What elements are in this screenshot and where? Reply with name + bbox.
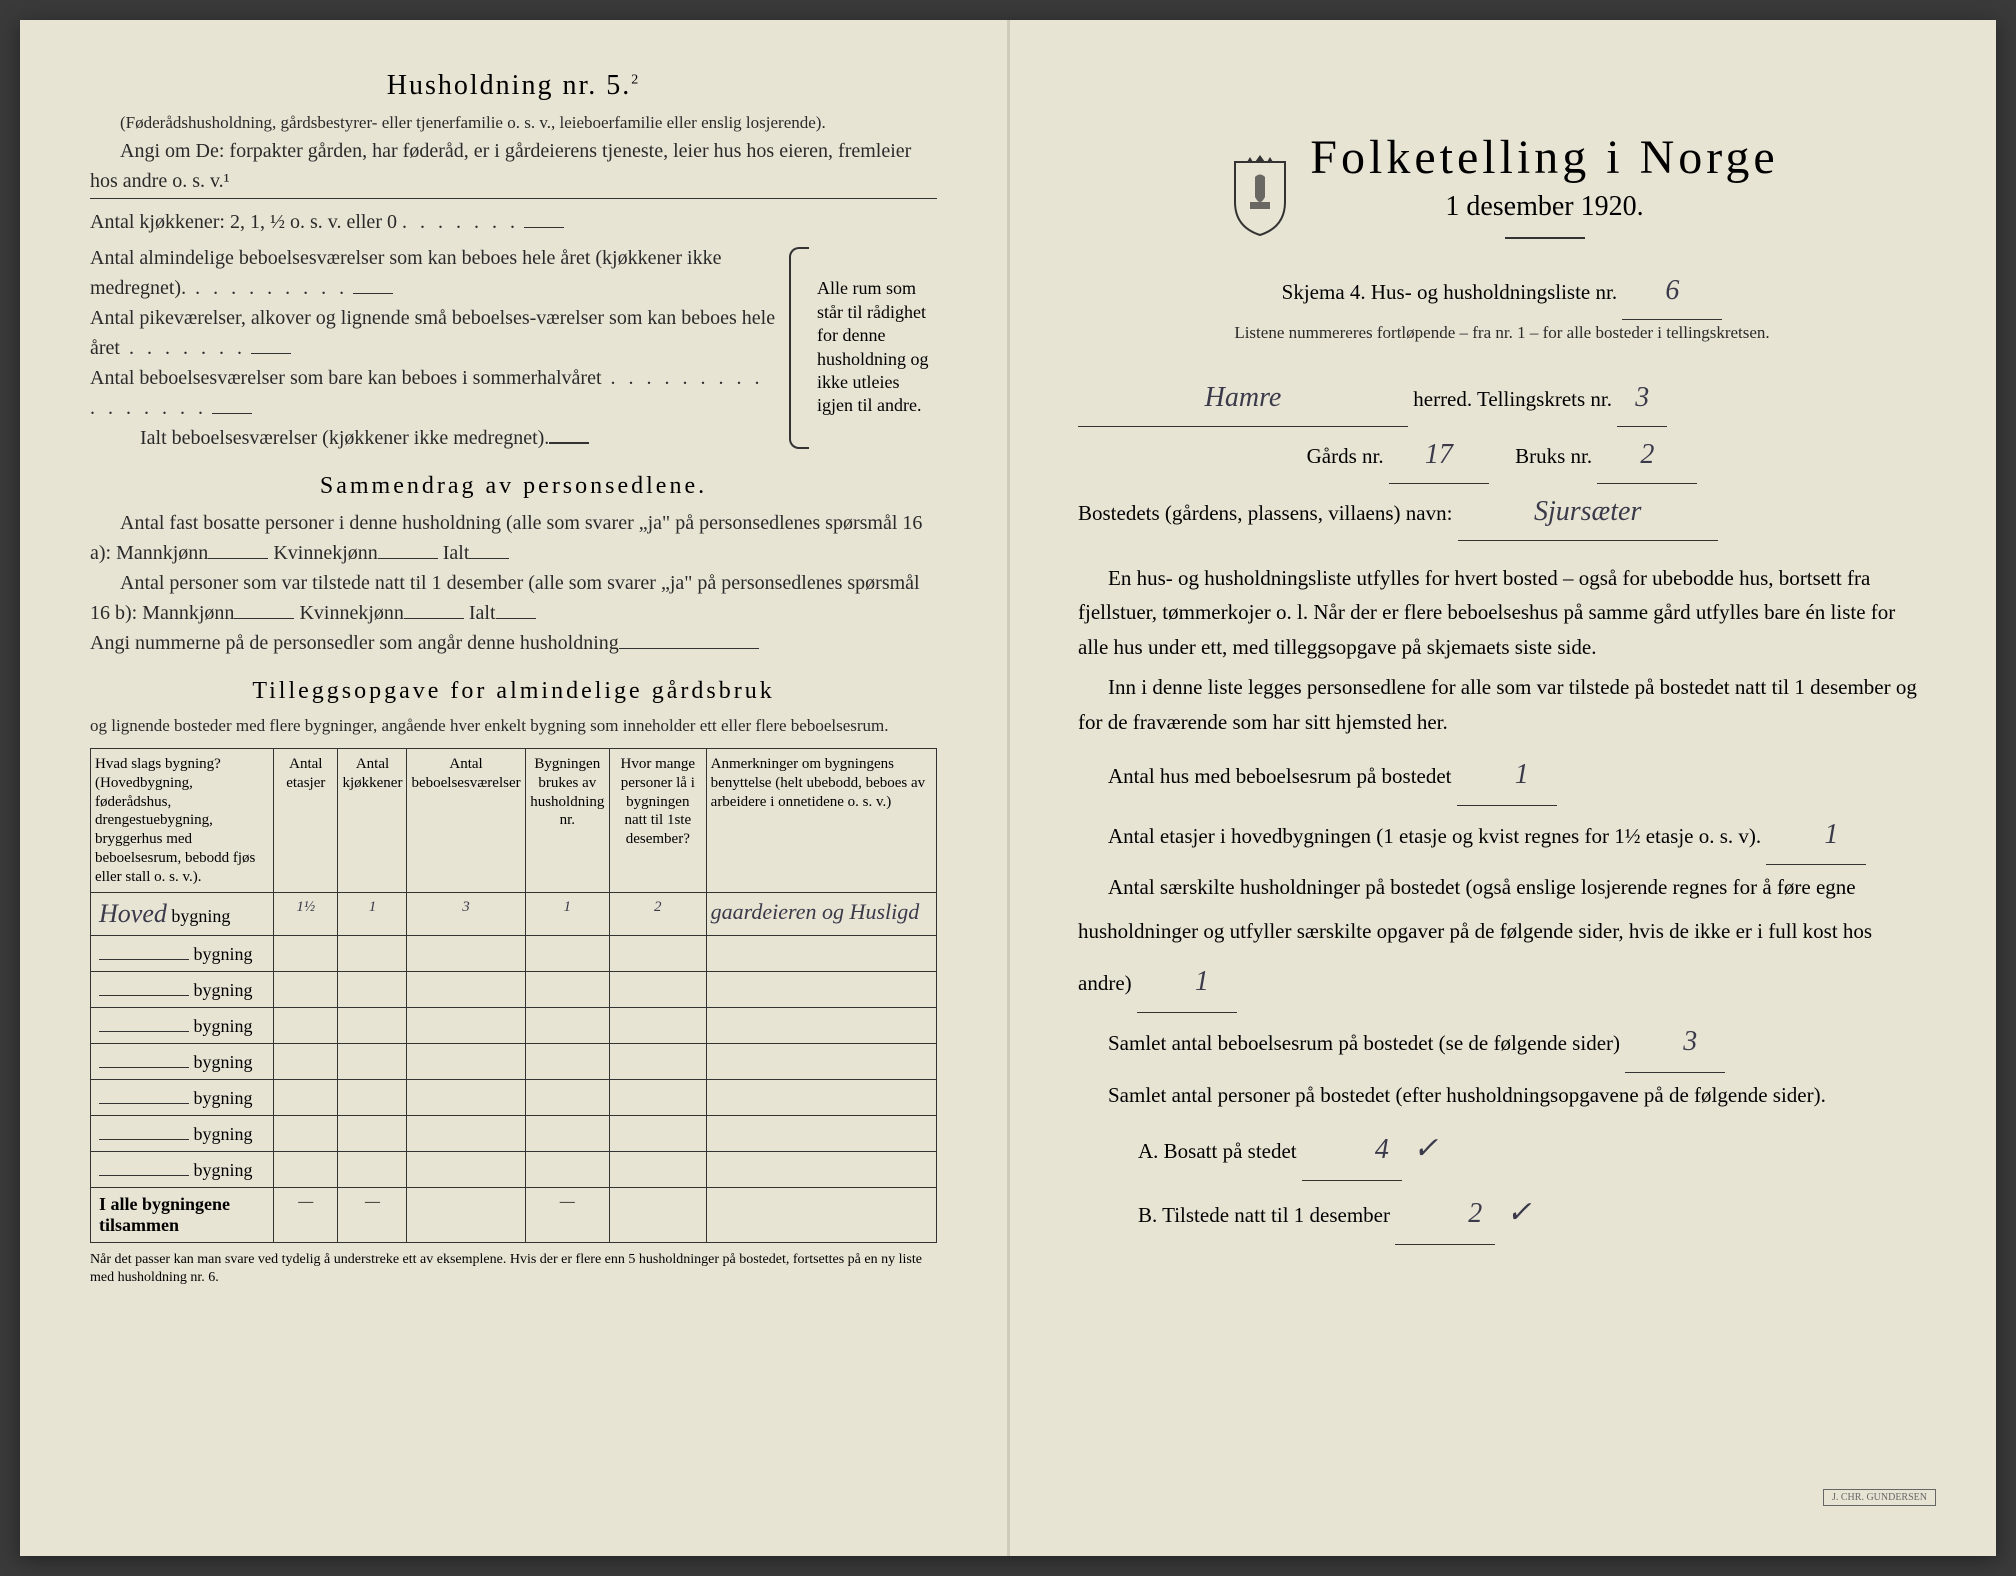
table-row: bygning [91,1008,937,1044]
rooms-line-2: Antal pikeværelser, alkover og lignende … [90,303,781,363]
table-row: bygning [91,1116,937,1152]
title-row: Folketelling i Norge 1 desember 1920. [1078,130,1926,253]
hw-qB: 2 [1395,1185,1495,1245]
summary-line-2: Antal personer som var tilstede natt til… [90,568,937,628]
hw-personer: 2 [609,893,706,936]
rooms-total: Ialt beboelsesværelser (kjøkkener ikke m… [90,423,781,453]
skjema-line: Skjema 4. Hus- og husholdningsliste nr. … [1078,263,1926,320]
hw-hoved: Hoved [99,899,167,928]
th-anm: Anmerkninger om bygningens benyttelse (h… [706,749,936,893]
brace-text: Alle rum som står til rådighet for denne… [817,243,937,453]
table-row: bygning [91,972,937,1008]
th-vaerelser: Antal beboelsesværelser [407,749,525,893]
table-total-row: I alle bygningene tilsammen ——— [91,1188,937,1243]
kitchens-blank [524,210,564,228]
hw-etasjer: 1½ [274,893,338,936]
kitchens-line: Antal kjøkkener: 2, 1, ½ o. s. v. eller … [90,207,937,237]
q3-line: Antal særskilte husholdninger på bostede… [1078,865,1926,1013]
title-rule [1505,237,1585,239]
heading-text: Husholdning nr. 5. [387,70,631,101]
qA-line: A. Bosatt på stedet 4 ✓ [1078,1117,1926,1181]
left-page: Husholdning nr. 5.2 (Føderådshusholdning… [20,20,1008,1556]
coat-of-arms-icon [1225,147,1295,237]
rooms-line-1: Antal almindelige beboelsesværelser som … [90,243,781,303]
q2-line: Antal etasjer i hovedbygningen (1 etasje… [1078,806,1926,866]
hw-q2: 1 [1766,806,1866,866]
check-icon: ✓ [1413,1132,1438,1165]
para-angi: Angi om De: forpakter gården, har føderå… [90,136,937,196]
table-row: bygning [91,936,937,972]
hw-hushold: 1 [525,893,609,936]
summary-line-1: Antal fast bosatte personer i denne hush… [90,508,937,568]
table-row: Hoved bygning 1½ 1 3 1 2 gaardeieren og … [91,893,937,936]
summary-line-3: Angi nummerne på de personsedler som ang… [90,628,937,658]
check-icon: ✓ [1507,1196,1532,1229]
table-row: bygning [91,1152,937,1188]
rooms-brace-section: Antal almindelige beboelsesværelser som … [90,243,937,453]
th-hushold: Bygningen brukes av husholdning nr. [525,749,609,893]
rule-line [90,198,937,199]
hw-gards: 17 [1389,427,1489,484]
right-paragraphs: En hus- og husholdningsliste utfylles fo… [1078,561,1926,740]
right-page: Folketelling i Norge 1 desember 1920. Sk… [1008,20,1996,1556]
table-row: bygning [91,1044,937,1080]
tillegg-heading: Tilleggsopgave for almindelige gårdsbruk [90,678,937,705]
hw-anm: gaardeieren og Husligd [706,893,936,936]
hw-q3: 1 [1137,953,1237,1013]
qB-line: B. Tilstede natt til 1 desember 2 ✓ [1078,1181,1926,1245]
left-footnote: Når det passer kan man svare ved tydelig… [90,1251,937,1287]
gards-line: Gårds nr. 17 Bruks nr. 2 [1078,427,1926,484]
th-personer: Hvor mange personer lå i bygningen natt … [609,749,706,893]
sub-title: 1 desember 1920. [1310,191,1778,223]
hw-skjema-nr: 6 [1622,263,1722,320]
brace-icon [789,247,809,449]
q4-line: Samlet antal beboelsesrum på bostedet (s… [1078,1013,1926,1073]
hw-bosted: Sjursæter [1458,484,1718,541]
hw-kjokken: 1 [338,893,407,936]
q1-line: Antal hus med beboelsesrum på bostedet 1 [1078,746,1926,806]
main-title: Folketelling i Norge [1310,130,1778,185]
rooms-line-3: Antal beboelsesværelser som bare kan beb… [90,363,781,423]
sammendrag-heading: Sammendrag av personsedlene. [90,473,937,500]
th-bygning: Hvad slags bygning? (Hovedbygning, føder… [91,749,274,893]
bygning-table: Hvad slags bygning? (Hovedbygning, føder… [90,748,937,1243]
liste-note: Listene nummereres fortløpende – fra nr.… [1078,320,1926,346]
heading-sup: 2 [631,73,640,88]
hw-herred: Hamre [1078,370,1408,427]
hw-vaerelser: 3 [407,893,525,936]
hw-bruks: 2 [1597,427,1697,484]
th-etasjer: Antal etasjer [274,749,338,893]
hw-q4: 3 [1625,1013,1725,1073]
hw-qA: 4 [1302,1121,1402,1181]
census-document: Husholdning nr. 5.2 (Føderådshusholdning… [20,20,1996,1556]
th-kjokken: Antal kjøkkener [338,749,407,893]
table-row: bygning [91,1080,937,1116]
bosted-line: Bostedets (gårdens, plassens, villaens) … [1078,484,1926,541]
para-foderads: (Føderådshusholdning, gårdsbestyrer- ell… [90,110,937,136]
right-para-2: Inn i denne liste legges personsedlene f… [1078,670,1926,739]
table-header-row: Hvad slags bygning? (Hovedbygning, føder… [91,749,937,893]
hw-q1: 1 [1457,746,1557,806]
hw-krets: 3 [1617,370,1667,427]
husholdning-heading: Husholdning nr. 5.2 [90,70,937,102]
tillegg-sub: og lignende bosteder med flere bygninger… [90,713,937,739]
q5-line: Samlet antal personer på bostedet (efter… [1078,1073,1926,1117]
right-para-1: En hus- og husholdningsliste utfylles fo… [1078,561,1926,665]
printer-stamp: J. CHR. GUNDERSEN [1823,1489,1936,1506]
herred-line: Hamre herred. Tellingskrets nr. 3 [1078,370,1926,427]
